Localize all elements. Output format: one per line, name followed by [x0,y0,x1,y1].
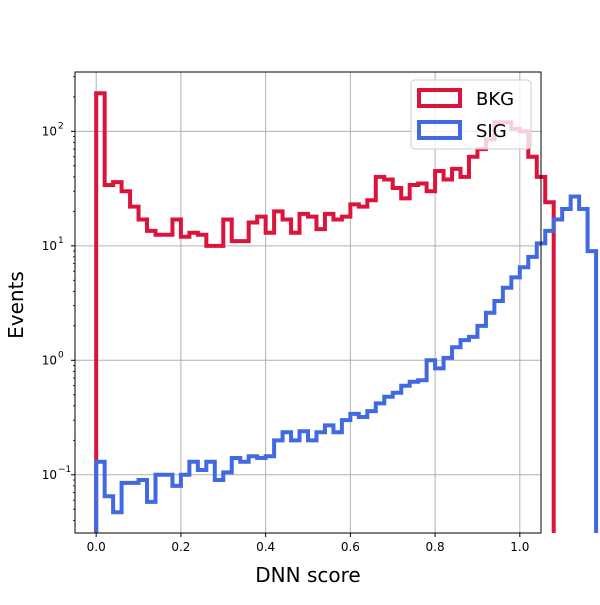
legend-swatch-sig [417,120,462,140]
y-tick-label-base: 10 [42,124,57,138]
y-tick-label-base: 10 [42,239,57,253]
y-tick-label-exponent: 0 [58,350,64,360]
y-tick-label-base: 10 [42,353,57,367]
y-tick-label: 10 [42,239,57,253]
legend-swatch-bkg [417,88,462,108]
y-tick-label-exponent: −1 [58,465,71,475]
series-line-sig [94,194,599,533]
plot-frame [74,71,542,534]
legend-label-bkg: BKG [476,89,514,110]
x-tick-label: 0.4 [256,540,275,554]
series-line-bkg [94,91,556,533]
x-tick-label: 0.2 [171,540,190,554]
legend: BKG SIG [410,79,532,150]
x-axis-label: DNN score [255,563,360,587]
x-tick-label: 1.0 [510,540,529,554]
legend-label-sig: SIG [476,121,507,142]
y-tick-label-exponent: 2 [58,121,64,131]
series-sig [94,194,599,533]
series-layer [94,91,599,533]
y-tick-label: 10 [42,353,57,367]
x-axis-ticks: 0.0 0.2 0.4 0.6 0.8 1.0 [87,533,529,554]
y-tick-label: 10 [42,468,57,482]
y-tick-label-exponent: 1 [58,236,64,246]
y-tick-label: 10 [42,124,57,138]
legend-box [410,79,532,150]
x-tick-label: 0.0 [87,540,106,554]
y-tick-label-base: 10 [42,468,57,482]
series-bkg [94,91,556,533]
x-tick-label: 0.8 [426,540,445,554]
x-tick-label: 0.6 [341,540,360,554]
y-axis-label: Events [4,271,28,339]
